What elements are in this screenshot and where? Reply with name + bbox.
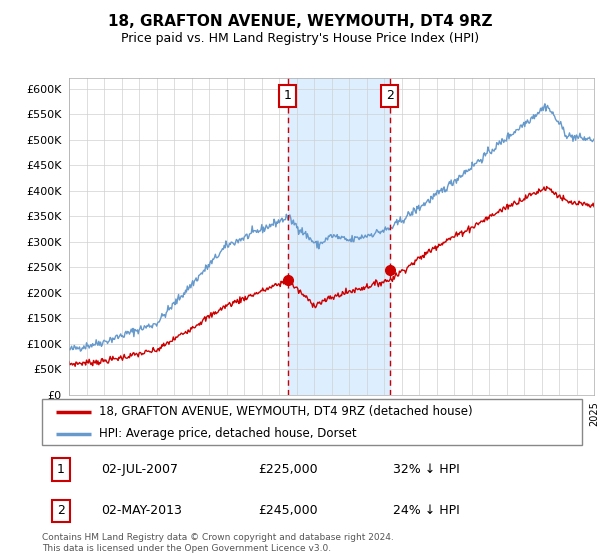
Text: £225,000: £225,000: [258, 463, 317, 476]
Text: 1: 1: [284, 89, 292, 102]
Text: 32% ↓ HPI: 32% ↓ HPI: [393, 463, 460, 476]
FancyBboxPatch shape: [42, 399, 582, 445]
Text: 18, GRAFTON AVENUE, WEYMOUTH, DT4 9RZ: 18, GRAFTON AVENUE, WEYMOUTH, DT4 9RZ: [108, 14, 492, 29]
Text: 2: 2: [386, 89, 394, 102]
Text: 2: 2: [57, 505, 65, 517]
Text: Price paid vs. HM Land Registry's House Price Index (HPI): Price paid vs. HM Land Registry's House …: [121, 32, 479, 45]
Text: 02-JUL-2007: 02-JUL-2007: [101, 463, 178, 476]
Text: 02-MAY-2013: 02-MAY-2013: [101, 505, 182, 517]
Text: 24% ↓ HPI: 24% ↓ HPI: [393, 505, 460, 517]
Text: HPI: Average price, detached house, Dorset: HPI: Average price, detached house, Dors…: [98, 427, 356, 440]
Text: Contains HM Land Registry data © Crown copyright and database right 2024.
This d: Contains HM Land Registry data © Crown c…: [42, 533, 394, 553]
Text: 1: 1: [57, 463, 65, 476]
Text: £245,000: £245,000: [258, 505, 317, 517]
Text: 18, GRAFTON AVENUE, WEYMOUTH, DT4 9RZ (detached house): 18, GRAFTON AVENUE, WEYMOUTH, DT4 9RZ (d…: [98, 405, 472, 418]
Bar: [288, 78, 390, 395]
